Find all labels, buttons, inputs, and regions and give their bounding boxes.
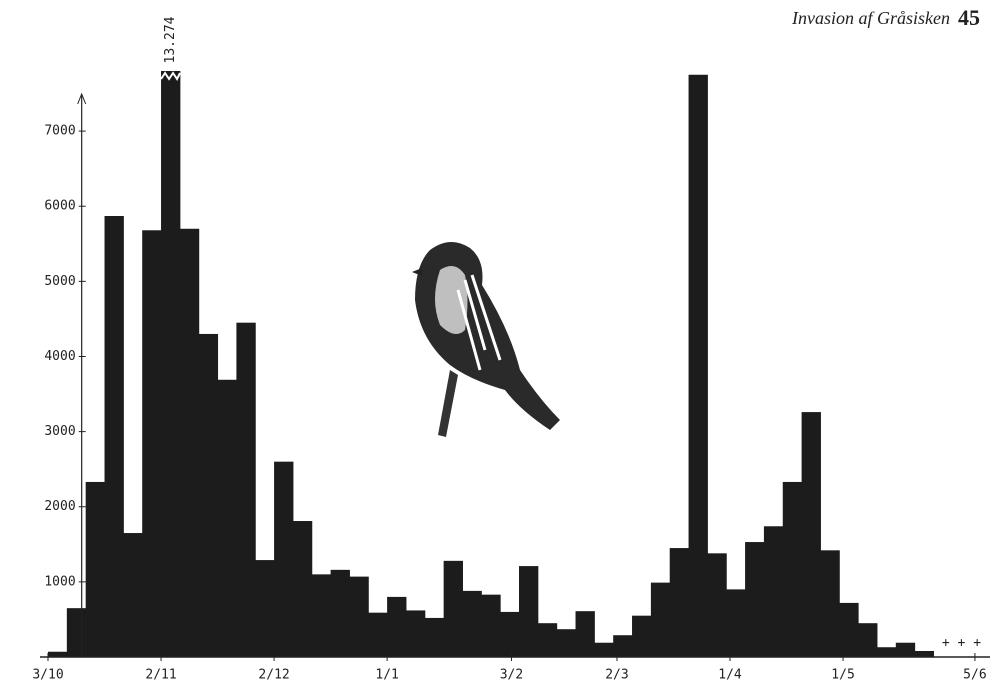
y-tick-label: 6000 [44,199,75,214]
bar [895,642,916,657]
bar [274,461,294,657]
y-tick-label: 1000 [44,574,75,589]
y-axis-arrow [77,92,87,105]
x-tick-label: 1/1 [375,668,398,683]
bar [745,542,765,657]
bar [179,228,200,657]
bar [820,550,840,657]
y-tick-label: 3000 [44,424,75,439]
bar [650,582,671,657]
bar [462,590,482,657]
page-number: 45 [958,5,980,30]
x-tick-label: 2/3 [605,668,628,683]
bar [839,602,859,657]
y-tick-label: 5000 [44,274,75,289]
bar [330,569,350,657]
annotation: + + + [942,636,981,651]
x-tick-label: 2/11 [145,668,176,683]
bar [613,635,633,657]
bar [858,623,878,657]
bar [255,560,275,657]
bar [556,629,577,657]
bar [443,560,463,657]
x-tick-label: 2/12 [258,668,289,683]
bar [876,647,897,657]
bar [537,623,558,657]
bar [801,412,821,657]
bar [782,481,803,657]
bird-illustration [412,241,560,437]
value-label: 13.274 [163,16,178,63]
bar [142,230,162,657]
bar [85,481,106,657]
y-tick-label: 4000 [44,349,75,364]
bar [594,642,614,657]
bar [311,574,332,657]
bar [104,215,124,657]
bar [217,379,237,657]
bar [123,533,143,657]
x-tick-label: 3/2 [500,668,523,683]
bar [198,333,219,657]
bar [575,611,595,657]
bar [405,610,426,657]
bar [161,71,181,658]
bar [481,594,501,657]
bar [236,322,256,657]
running-header: Invasion af Gråsisken [791,8,950,28]
bar [48,651,68,657]
bar [292,521,313,657]
bar [726,589,746,657]
bar [349,576,369,657]
x-tick-label: 1/4 [718,668,742,683]
bar [632,615,652,657]
x-tick-label: 3/10 [32,668,63,683]
bar [519,566,539,657]
break-mark [160,71,181,81]
x-tick-label: 1/5 [831,668,854,683]
bar [66,608,87,657]
bar [387,596,407,657]
bar [500,611,520,657]
bar [424,617,445,657]
bar [368,612,388,657]
x-tick-label: 5/6 [963,668,986,683]
bar [707,553,727,657]
bar [763,526,784,657]
axes: 13.274 1000 2000 3000 4000 5000 6000 7000 3/10 2/… [32,16,990,683]
y-tick-label: 7000 [44,124,75,139]
bar [688,74,708,657]
bars [48,71,934,658]
bar [914,650,934,657]
bar [669,548,690,657]
y-tick-label: 2000 [44,499,75,514]
